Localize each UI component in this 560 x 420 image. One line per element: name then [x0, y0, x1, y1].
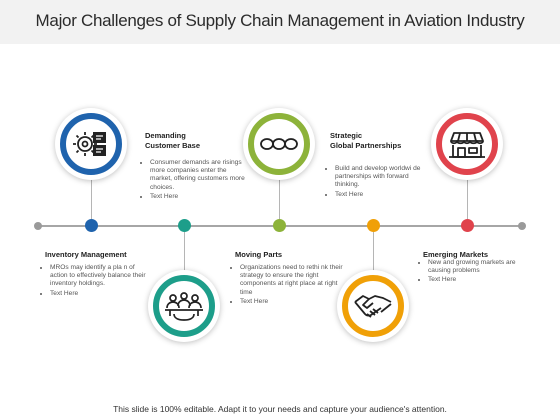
team-meeting-icon — [165, 292, 203, 321]
connector-line-5 — [467, 178, 468, 219]
connector-line-3 — [279, 178, 280, 219]
step-heading-emerging-markets: Emerging Markets — [423, 250, 489, 259]
connector-line-1 — [91, 178, 92, 219]
step-heading-strategic-global-partnerships: Strategic Global Partnerships — [330, 131, 402, 150]
bullet-item: Text Here — [150, 193, 248, 201]
step-circle-emerging-markets — [431, 108, 503, 180]
bullet-item: Text Here — [335, 191, 430, 199]
step-bullets-strategic-global-partnerships: Build and develop worldwi de partnership… — [326, 165, 430, 200]
timeline-dot-3 — [273, 219, 286, 232]
step-circle-demanding-customer-base — [55, 108, 127, 180]
bullet-item: Consumer demands are risings more compan… — [150, 159, 248, 192]
step-circle-inventory-management — [148, 270, 220, 342]
timeline-end-cap — [518, 222, 526, 230]
bullet-item: Text Here — [428, 276, 523, 284]
step-bullets-emerging-markets: New and growing markets are causing prob… — [419, 259, 523, 286]
step-heading-inventory-management: Inventory Management — [45, 250, 127, 259]
step-circle-strategic-global-partnerships — [243, 108, 315, 180]
handshake-icon — [354, 295, 392, 318]
timeline-dot-5 — [461, 219, 474, 232]
bullet-item: Text Here — [240, 298, 343, 306]
settings-documents-icon — [73, 132, 106, 156]
storefront-icon — [449, 132, 485, 158]
step-heading-moving-parts: Moving Parts — [235, 250, 283, 259]
page-title: Major Challenges of Supply Chain Managem… — [35, 11, 525, 30]
title-bar: Major Challenges of Supply Chain Managem… — [0, 0, 560, 44]
connector-line-4 — [373, 232, 374, 276]
timeline-dot-1 — [85, 219, 98, 232]
step-bullets-demanding-customer-base: Consumer demands are risings more compan… — [141, 159, 248, 202]
bullet-item: Text Here — [50, 290, 150, 298]
timeline-dot-4 — [367, 219, 380, 232]
bullet-item: Organizations need to rethi nk their str… — [240, 264, 343, 297]
connector-line-2 — [184, 232, 185, 276]
chain-links-icon — [260, 138, 298, 150]
step-circle-moving-parts — [337, 270, 409, 342]
step-heading-demanding-customer-base: Demanding Customer Base — [145, 131, 201, 150]
footer-note: This slide is 100% editable. Adapt it to… — [113, 404, 447, 414]
bullet-item: MROs may identify a pla n of action to e… — [50, 264, 150, 289]
bullet-item: Build and develop worldwi de partnership… — [335, 165, 430, 190]
step-bullets-moving-parts: Organizations need to rethi nk their str… — [231, 264, 343, 307]
timeline-dot-2 — [178, 219, 191, 232]
timeline-start-cap — [34, 222, 42, 230]
step-bullets-inventory-management: MROs may identify a pla n of action to e… — [41, 264, 150, 299]
bullet-item: New and growing markets are causing prob… — [428, 259, 523, 275]
